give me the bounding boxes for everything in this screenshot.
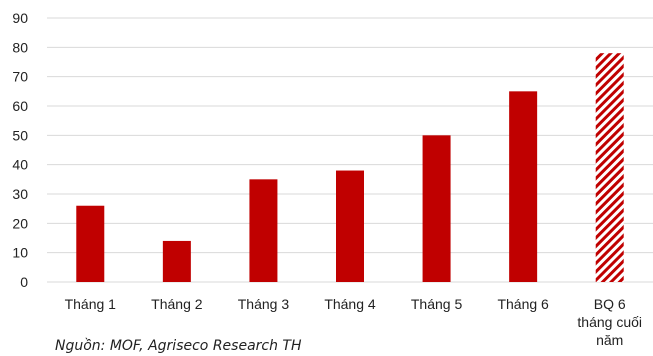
y-tick-label: 40 bbox=[12, 157, 28, 173]
y-tick-label: 70 bbox=[12, 69, 28, 85]
gridlines bbox=[47, 17, 653, 283]
y-tick-label: 60 bbox=[12, 98, 28, 114]
bar bbox=[595, 53, 624, 283]
bar bbox=[509, 91, 538, 282]
y-axis-ticks: 0 10 20 30 40 50 60 70 80 90 bbox=[12, 10, 28, 290]
x-category-label: Tháng 5 bbox=[411, 296, 463, 312]
y-tick-label: 80 bbox=[12, 39, 28, 55]
x-category-label: Tháng 2 bbox=[151, 296, 203, 312]
x-category-label: BQ 6 tháng cuối năm bbox=[577, 296, 642, 348]
bar bbox=[76, 205, 105, 282]
y-tick-label: 30 bbox=[12, 186, 28, 202]
x-category-label: Tháng 6 bbox=[497, 296, 549, 312]
x-category-label: Tháng 3 bbox=[238, 296, 290, 312]
y-tick-label: 90 bbox=[12, 10, 28, 26]
bars bbox=[76, 53, 624, 283]
bar bbox=[249, 179, 278, 282]
bar bbox=[422, 135, 451, 282]
x-category-label: Tháng 4 bbox=[324, 296, 376, 312]
bar bbox=[336, 170, 364, 282]
source-note: Nguồn: MOF, Agriseco Research TH bbox=[55, 338, 302, 354]
x-category-label: Tháng 1 bbox=[65, 296, 117, 312]
y-tick-label: 20 bbox=[12, 215, 28, 231]
x-axis-labels: Tháng 1 Tháng 2 Tháng 3 Tháng 4 Tháng 5 Tháng… bbox=[65, 296, 642, 348]
y-tick-label: 50 bbox=[12, 127, 28, 143]
y-tick-label: 0 bbox=[20, 274, 28, 290]
bar bbox=[162, 240, 191, 282]
y-tick-label: 10 bbox=[12, 245, 28, 261]
